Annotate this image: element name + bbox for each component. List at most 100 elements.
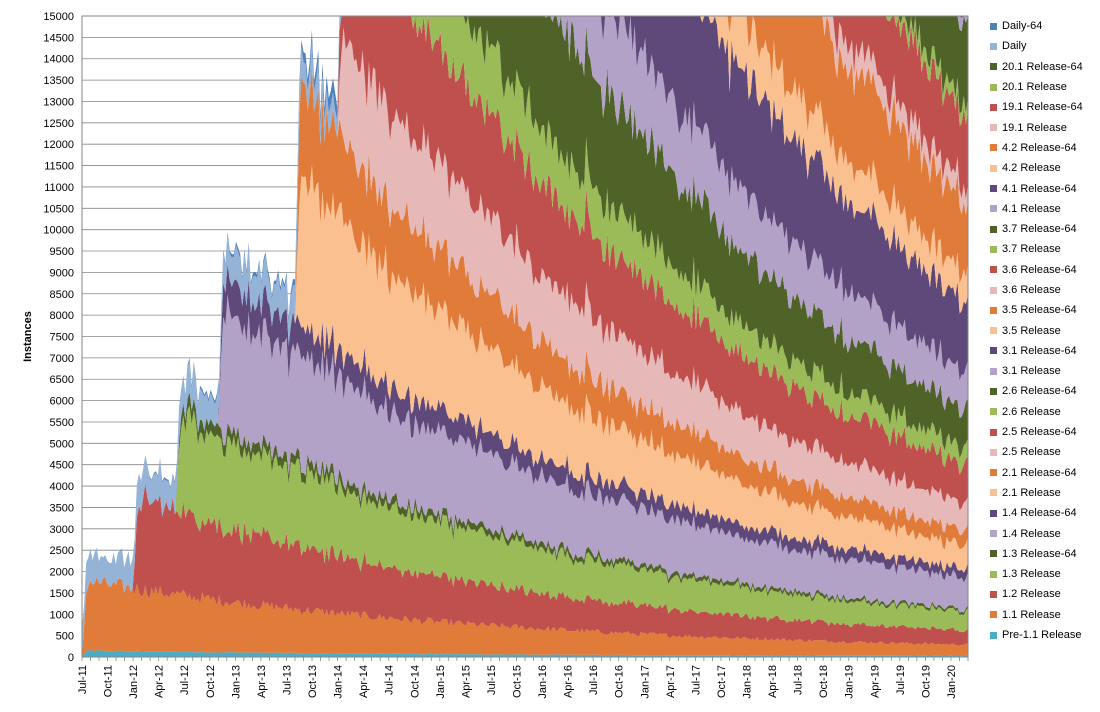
legend-item: 3.7 Release	[990, 239, 1098, 259]
legend-swatch	[990, 530, 997, 538]
y-axis-title: Instances	[22, 311, 34, 362]
legend-label: 19.1 Release	[1002, 121, 1067, 134]
legend-item: 1.1 Release	[990, 605, 1098, 625]
y-tick-label: 4500	[50, 460, 74, 472]
legend-label: 3.7 Release-64	[1002, 223, 1077, 236]
area-series-2-1-release	[82, 164, 968, 657]
legend-label: 2.1 Release	[1002, 486, 1061, 499]
x-tick-label: Jan-13	[230, 665, 242, 699]
y-tick-label: 6500	[50, 374, 74, 386]
area-series-1-4-release-64	[82, 263, 968, 657]
legend-swatch	[990, 489, 997, 497]
legend-label: 3.5 Release-64	[1002, 304, 1077, 317]
legend-item: 1.3 Release-64	[990, 544, 1098, 564]
legend-item: 2.6 Release	[990, 402, 1098, 422]
y-tick-label: 12000	[43, 139, 74, 151]
legend-item: 2.5 Release-64	[990, 422, 1098, 442]
x-tick-label: Apr-16	[563, 665, 575, 698]
y-tick-label: 7500	[50, 332, 74, 344]
legend-swatch	[990, 164, 997, 172]
legend-item: 3.6 Release-64	[990, 260, 1098, 280]
area-series-2-6-release	[82, 16, 968, 657]
legend-swatch	[990, 509, 997, 517]
legend-item: 2.5 Release	[990, 442, 1098, 462]
area-series-pre-1-1-release	[82, 649, 968, 657]
y-tick-label: 5000	[50, 438, 74, 450]
y-tick-label: 15000	[43, 11, 74, 23]
x-tick-label: Jan-15	[435, 665, 447, 699]
x-tick-label: Jul-16	[588, 665, 600, 695]
legend-item: 1.2 Release	[990, 584, 1098, 604]
x-tick-label: Apr-14	[358, 665, 370, 698]
legend-swatch	[990, 245, 997, 253]
x-tick-label: Jul-19	[895, 665, 907, 695]
y-tick-label: 12500	[43, 118, 74, 130]
legend-item: 3.5 Release-64	[990, 300, 1098, 320]
area-series-2-6-release-64	[82, 16, 968, 657]
y-tick-label: 8000	[50, 310, 74, 322]
y-tick-label: 14500	[43, 32, 74, 44]
legend-label: Daily-64	[1002, 20, 1043, 33]
y-tick-label: 2500	[50, 545, 74, 557]
legend-swatch	[990, 590, 997, 598]
legend-swatch	[990, 387, 997, 395]
x-tick-label: Jan-19	[844, 665, 856, 699]
x-tick-label: Jul-14	[384, 665, 396, 695]
legend-item: 19.1 Release-64	[990, 97, 1098, 117]
x-tick-label: Apr-13	[256, 665, 268, 698]
y-tick-label: 11500	[44, 161, 74, 173]
y-tick-label: 1500	[50, 588, 74, 600]
legend-swatch	[990, 408, 997, 416]
area-series-1-1-release	[82, 576, 968, 657]
x-tick-label: Oct-17	[716, 665, 728, 698]
y-tick-label: 13500	[43, 75, 74, 87]
x-tick-label: Oct-11	[103, 665, 115, 697]
area-series-1-2-release	[82, 483, 968, 657]
legend-swatch	[990, 144, 997, 152]
legend-label: 3.1 Release-64	[1002, 344, 1077, 357]
legend-label: 1.4 Release	[1002, 527, 1061, 540]
legend-swatch	[990, 205, 997, 213]
legend-label: 3.1 Release	[1002, 365, 1061, 378]
y-tick-label: 4000	[50, 481, 74, 493]
legend-label: 1.3 Release	[1002, 568, 1061, 581]
legend-item: 2.1 Release-64	[990, 463, 1098, 483]
legend-swatch	[990, 469, 997, 477]
legend-label: 20.1 Release	[1002, 81, 1067, 94]
legend-item: 3.6 Release	[990, 280, 1098, 300]
x-tick-label: Apr-17	[665, 665, 677, 698]
y-tick-label: 5500	[50, 417, 74, 429]
y-tick-label: 9500	[50, 246, 74, 258]
legend-label: 2.6 Release-64	[1002, 385, 1077, 398]
x-tick-label: Oct-18	[818, 665, 830, 698]
legend-item: 4.1 Release-64	[990, 178, 1098, 198]
x-tick-label: Jan-16	[537, 665, 549, 699]
x-tick-label: Apr-18	[767, 665, 779, 698]
legend-label: 3.5 Release	[1002, 324, 1061, 337]
y-tick-label: 6000	[50, 396, 74, 408]
legend-item: 20.1 Release	[990, 77, 1098, 97]
legend-swatch	[990, 570, 997, 578]
legend-label: 19.1 Release-64	[1002, 101, 1083, 114]
x-tick-label: Jul-13	[281, 665, 293, 695]
y-tick-label: 2000	[50, 567, 74, 579]
y-tick-label: 8500	[50, 289, 74, 301]
legend-label: 3.6 Release	[1002, 284, 1061, 296]
legend-item: 19.1 Release	[990, 117, 1098, 137]
y-tick-label: 14000	[43, 54, 74, 66]
legend-swatch	[990, 550, 997, 558]
legend-swatch	[990, 347, 997, 355]
legend-swatch	[990, 225, 997, 233]
y-tick-label: 10000	[43, 225, 74, 237]
legend-item: 3.1 Release-64	[990, 341, 1098, 361]
legend-label: 20.1 Release-64	[1002, 60, 1083, 73]
y-tick-label: 0	[68, 652, 74, 664]
x-tick-label: Jan-14	[333, 665, 345, 699]
legend-swatch	[990, 22, 997, 30]
x-tick-label: Oct-19	[920, 665, 932, 698]
x-tick-label: Oct-12	[205, 665, 217, 698]
legend-label: 2.5 Release-64	[1002, 426, 1077, 439]
legend-item: 3.5 Release	[990, 320, 1098, 340]
legend-item: 2.1 Release	[990, 483, 1098, 503]
